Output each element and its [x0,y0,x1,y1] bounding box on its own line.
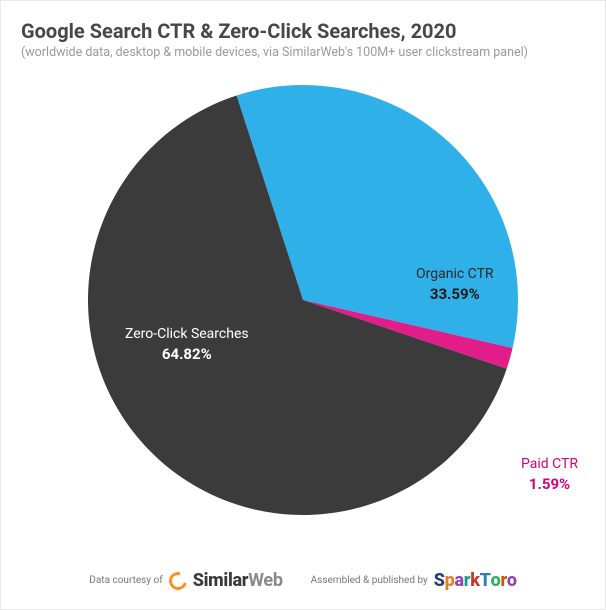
slice-label-value: 1.59% [521,474,578,494]
slice-label-name: Paid CTR [521,455,578,474]
similarweb-logo-text: SimilarWeb [193,570,283,591]
slice-label-zeroclick: Zero-Click Searches64.82% [125,325,249,364]
chart-subtitle: (worldwide data, desktop & mobile device… [21,45,585,60]
sparktoro-logo-text: SparkToro [434,570,517,591]
footer: Data courtesy of SimilarWeb Assembled & … [1,570,605,591]
slice-label-name: Zero-Click Searches [125,325,249,344]
slice-label-value: 33.59% [416,284,494,304]
credit-assembled-text: Assembled & published by [311,575,428,586]
similarweb-swirl-icon [169,572,187,590]
chart-title: Google Search CTR & Zero-Click Searches,… [21,19,585,43]
pie-chart: Organic CTR33.59% Paid CTR1.59% Zero-Click… [21,60,585,540]
slice-label-value: 64.82% [125,344,249,364]
credit-similarweb: Data courtesy of SimilarWeb [89,570,282,591]
slice-label-paid: Paid CTR1.59% [521,455,578,494]
chart-card: Google Search CTR & Zero-Click Searches,… [0,0,606,610]
slice-label-name: Organic CTR [416,265,494,284]
credit-sparktoro: Assembled & published by SparkToro [311,570,517,591]
credit-data-text: Data courtesy of [89,575,162,586]
slice-label-organic: Organic CTR33.59% [416,265,494,304]
